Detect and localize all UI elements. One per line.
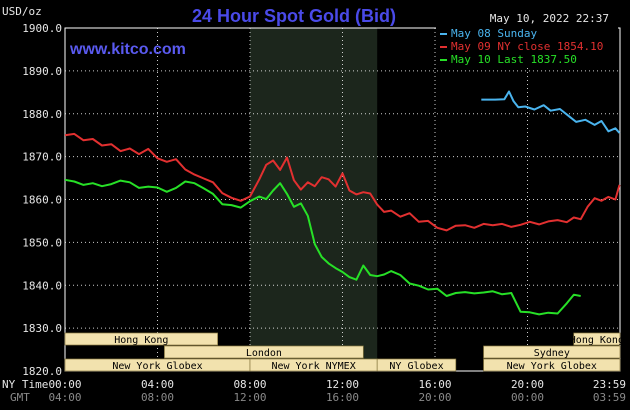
x-tick-label-gmt: 00:00 [511, 391, 544, 404]
market-session-label: Hong Kong [570, 335, 624, 346]
market-sessions: Hong Kong London New York Globex New York N… [64, 332, 624, 372]
chart-title: 24 Hour Spot Gold (Bid) [192, 6, 396, 26]
x-axis-ticks: 00:00 04:00 08:00 12:00 16:00 20:00 23:5904:00… [48, 378, 626, 404]
x-tick-label-ny: 00:00 [48, 378, 81, 391]
x-tick-label-gmt: 20:00 [418, 391, 451, 404]
x-tick-label-ny: 04:00 [141, 378, 174, 391]
x-tick-label-gmt: 12:00 [233, 391, 266, 404]
y-tick-label: 1890.0 [22, 65, 62, 78]
x-axis-title-gmt: GMT [10, 391, 30, 404]
market-session-box [164, 345, 364, 359]
y-tick-label: 1830.0 [22, 322, 62, 335]
x-tick-label-ny: 23:59 [593, 378, 626, 391]
legend-label: May 08 Sunday [451, 27, 537, 40]
market-session-box [483, 358, 621, 372]
y-tick-label: 1880.0 [22, 108, 62, 121]
y-axis-ticks: 1900.0 1890.0 1880.0 1870.0 1860.0 1850.0 1840… [22, 22, 62, 378]
y-tick-label: 1820.0 [22, 365, 62, 378]
x-tick-label-gmt: 16:00 [326, 391, 359, 404]
series-lines [64, 90, 621, 316]
y-tick-label: 1840.0 [22, 279, 62, 292]
market-session-label: Sydney [534, 348, 570, 359]
x-tick-label-ny: 12:00 [326, 378, 359, 391]
market-session-label: London [246, 348, 282, 359]
legend-label: May 09 NY close 1854.10 [451, 40, 603, 53]
x-tick-label-gmt: 08:00 [141, 391, 174, 404]
timestamp: May 10, 2022 22:37 [490, 12, 609, 25]
market-session-label: Hong Kong [114, 335, 168, 346]
x-tick-label-ny: 08:00 [233, 378, 266, 391]
market-session-label: NY Globex [389, 361, 443, 372]
series-line-3 [64, 178, 581, 316]
x-tick-label-ny: 16:00 [418, 378, 451, 391]
market-session-label: New York Globex [507, 361, 597, 372]
legend-box [436, 27, 618, 68]
market-session-label: New York Globex [112, 361, 202, 372]
legend-label: May 10 Last 1837.50 [451, 53, 577, 66]
market-session-label: New York NYMEX [271, 361, 355, 372]
series-line-2 [64, 132, 621, 232]
y-tick-label: 1860.0 [22, 194, 62, 207]
series-line-1 [481, 90, 621, 134]
x-tick-label-gmt: 03:59 [593, 391, 626, 404]
x-tick-label-ny: 20:00 [511, 378, 544, 391]
y-tick-label: 1850.0 [22, 236, 62, 249]
market-session-box [483, 345, 621, 359]
y-unit-label: USD/oz [2, 5, 42, 18]
x-axis-title-ny: NY Time [2, 378, 48, 391]
x-tick-label-gmt: 04:00 [48, 391, 81, 404]
market-session-box [64, 332, 218, 346]
y-tick-label: 1870.0 [22, 151, 62, 164]
market-session-box [573, 332, 621, 346]
website-label: www.kitco.com [69, 41, 186, 58]
y-tick-label: 1900.0 [22, 22, 62, 35]
market-session-box [376, 358, 457, 372]
